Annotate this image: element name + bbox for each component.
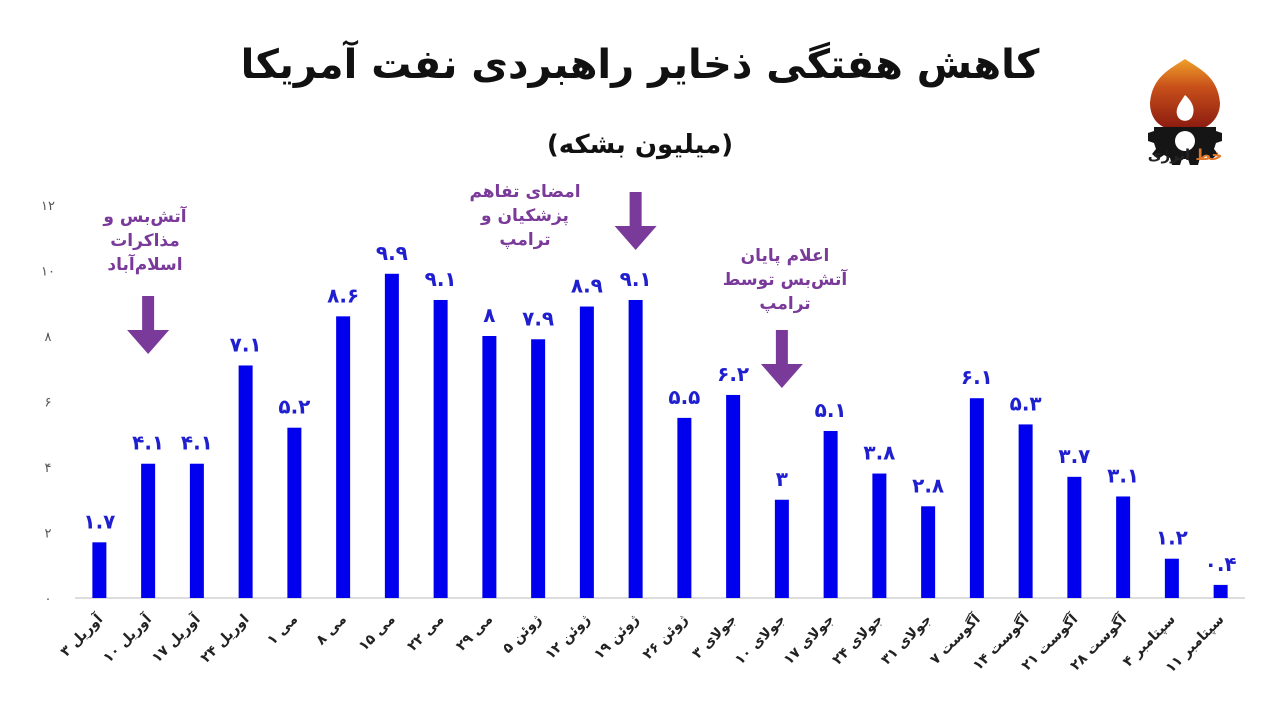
x-tick-label: می ۲۲ (404, 612, 447, 655)
data-label: ۴.۱ (132, 431, 164, 455)
x-tick-label: آوریل ۳ (56, 609, 107, 660)
y-tick-label: ۴ (45, 461, 52, 476)
bar (482, 336, 497, 598)
data-label: ۱.۲ (1156, 526, 1188, 550)
annotation-ceasefire-end: اعلام پایان آتش‌بس توسط ترامپ (722, 246, 848, 314)
chart-subtitle: (میلیون بشکه) (546, 130, 734, 160)
flame-gear-icon (1148, 59, 1222, 165)
bar (677, 417, 692, 598)
data-label: ۵.۱ (815, 398, 847, 422)
bar (433, 299, 448, 598)
bar (921, 506, 936, 598)
y-tick-label: ۱۰ (41, 265, 55, 280)
bar (1018, 424, 1033, 598)
x-tick-label: ژوئن ۵ (500, 612, 545, 657)
y-tick-label: ۱۲ (41, 199, 55, 214)
data-label: ۳.۷ (1058, 444, 1090, 468)
bar (141, 463, 156, 598)
bar (1213, 584, 1228, 598)
bar (336, 316, 351, 598)
bar (774, 499, 789, 598)
data-label: ۵.۲ (278, 395, 310, 419)
data-label: ۹.۱ (620, 267, 652, 291)
data-label: ۶.۱ (961, 365, 993, 389)
bar (287, 427, 302, 598)
bar (189, 463, 204, 598)
x-tick-label: ژوئن ۱۲ (542, 612, 593, 663)
annotation-agreement-signing: امضای تفاهم پزشکیان و ترامپ (469, 182, 581, 250)
brand-logo-text: خط انرژی (1147, 146, 1223, 164)
down-arrow-icon (127, 296, 170, 354)
data-label: ۸.۹ (571, 274, 603, 298)
y-tick-label: ۲ (45, 527, 52, 542)
bar (726, 394, 741, 598)
x-tick-label: جولای ۱۰ (732, 612, 789, 669)
bar (579, 306, 594, 598)
chart-title: کاهش هفتگی ذخایر راهبردی نفت آمریکا (240, 42, 1040, 88)
bar (1164, 558, 1179, 598)
data-label: ۷.۱ (230, 332, 262, 356)
x-tick-label: جولای ۳ (689, 612, 740, 663)
bar (969, 398, 984, 598)
data-label: ۳.۱ (1107, 463, 1139, 487)
bar (384, 273, 399, 598)
x-tick-label: ژوئن ۱۹ (591, 612, 642, 663)
x-tick-label: جولای ۱۷ (781, 612, 838, 669)
x-tick-label: می ۲۹ (453, 612, 496, 655)
data-label: ۳.۸ (863, 441, 895, 465)
down-arrow-icon (760, 330, 803, 388)
data-label: ۱.۷ (83, 509, 115, 533)
bar (823, 430, 838, 598)
x-tick-label: اوریل ۲۴ (198, 612, 253, 667)
y-tick-label: ۶ (45, 396, 52, 411)
x-tick-label: جولای ۳۱ (878, 612, 935, 669)
x-tick-label: می ۱ (264, 612, 301, 649)
bar (1067, 476, 1082, 598)
y-tick-label: ۰ (45, 592, 52, 607)
data-label: ۳ (776, 467, 788, 491)
bar (238, 365, 253, 598)
data-label: ۷.۹ (522, 306, 554, 330)
x-tick-label: ژوئن ۲۶ (640, 612, 691, 663)
x-tick-label: می ۱۵ (356, 612, 399, 655)
data-label: ۵.۵ (668, 385, 700, 409)
annotation-ceasefire-talks: آتش‌بس و مذاکرات اسلام‌آباد (103, 207, 187, 275)
data-label: ۹.۹ (376, 241, 408, 265)
data-label: ۲.۸ (912, 473, 944, 497)
bar (628, 299, 643, 598)
x-tick-label: می ۸ (313, 612, 350, 649)
data-label: ۸.۶ (327, 283, 359, 307)
data-label: ۹.۱ (425, 267, 457, 291)
bar (1116, 496, 1131, 598)
y-tick-label: ۸ (45, 330, 52, 345)
x-tick-label: جولای ۲۴ (830, 612, 887, 669)
down-arrow-icon (614, 192, 657, 250)
bar (92, 542, 107, 598)
data-label: ۵.۳ (1010, 391, 1042, 415)
bar (531, 339, 546, 598)
bar (872, 473, 887, 598)
data-label: ۶.۲ (717, 362, 749, 386)
data-label: ۰.۴ (1205, 552, 1237, 576)
x-tick-label: آوریل ۱۷ (148, 609, 205, 666)
data-label: ۸ (483, 303, 495, 327)
x-tick-label: آوریل ۱۰ (99, 609, 156, 666)
data-label: ۴.۱ (181, 431, 213, 455)
